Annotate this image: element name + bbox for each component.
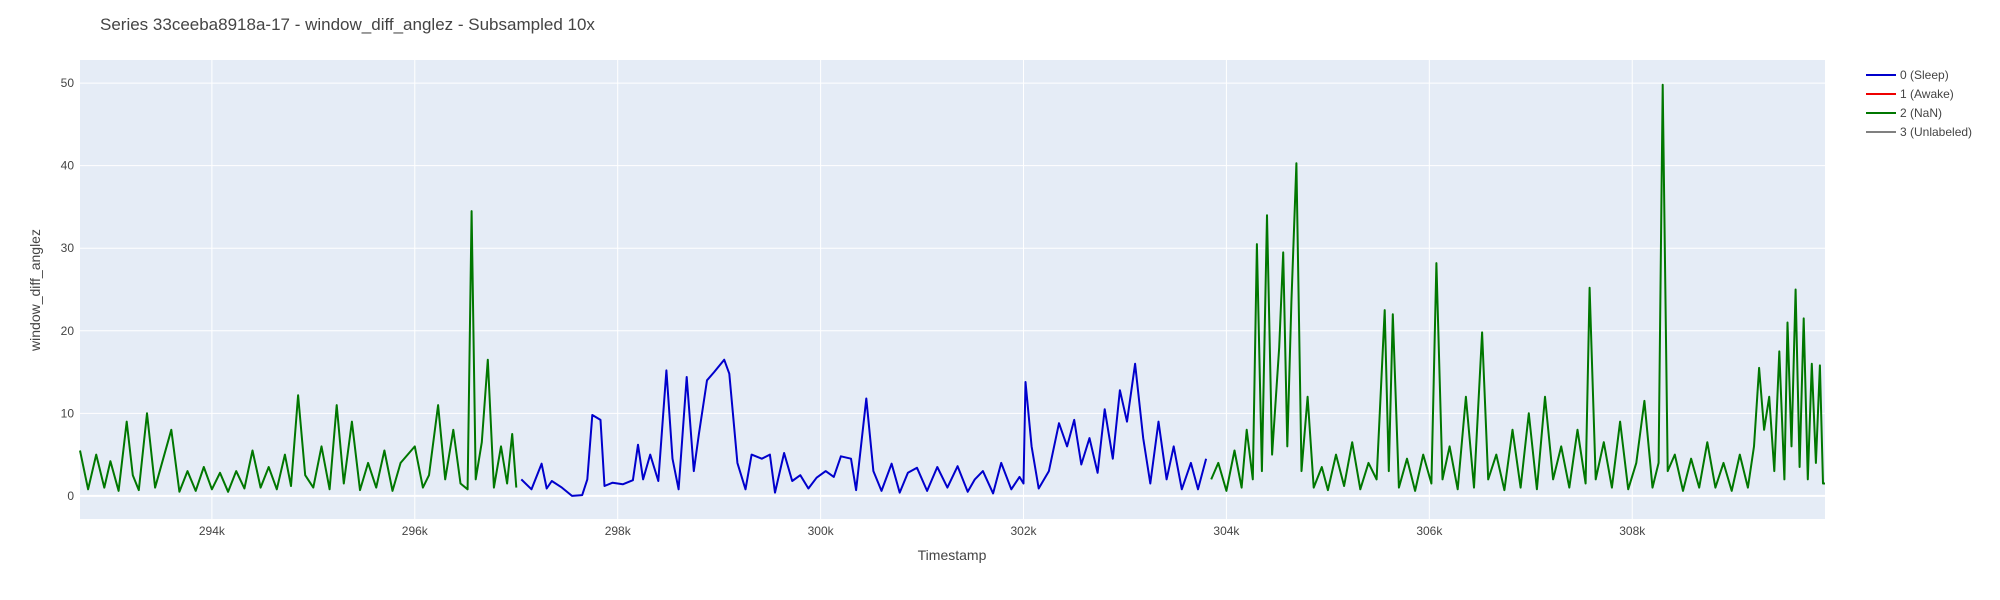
y-tick-label: 10 bbox=[61, 406, 75, 420]
y-tick-label: 40 bbox=[61, 159, 75, 173]
legend-label: 2 (NaN) bbox=[1900, 106, 1942, 120]
y-axis-title: window_diff_anglez bbox=[27, 229, 43, 352]
x-tick-label: 294k bbox=[199, 524, 226, 538]
x-axis-ticks: 294k 296k 298k 300k 302k 304k 306k 308k bbox=[199, 524, 1646, 538]
x-tick-label: 302k bbox=[1011, 524, 1038, 538]
y-tick-label: 50 bbox=[61, 76, 75, 90]
legend-label: 1 (Awake) bbox=[1900, 87, 1954, 101]
x-axis-title: Timestamp bbox=[918, 547, 987, 563]
y-tick-label: 30 bbox=[61, 241, 75, 255]
x-tick-label: 296k bbox=[402, 524, 429, 538]
series-line-2-nan bbox=[79, 210, 518, 493]
legend-label: 3 (Unlabeled) bbox=[1900, 125, 1972, 139]
y-tick-label: 20 bbox=[61, 324, 75, 338]
legend-item[interactable]: 1 (Awake) bbox=[1866, 87, 1954, 101]
series-line-0-sleep bbox=[520, 358, 1208, 497]
legend-label: 0 (Sleep) bbox=[1900, 68, 1949, 82]
series-line-2-nan-b bbox=[1210, 83, 1825, 492]
x-tick-label: 306k bbox=[1416, 524, 1443, 538]
y-tick-label: 0 bbox=[67, 489, 74, 503]
x-tick-label: 298k bbox=[605, 524, 632, 538]
grid bbox=[80, 60, 1825, 519]
x-tick-label: 304k bbox=[1213, 524, 1240, 538]
plot-area bbox=[80, 60, 1825, 519]
legend[interactable]: 0 (Sleep) 1 (Awake) 2 (NaN) 3 (Unlabeled) bbox=[1866, 68, 1972, 139]
legend-item[interactable]: 0 (Sleep) bbox=[1866, 68, 1949, 82]
series-layer bbox=[79, 83, 1825, 497]
legend-item[interactable]: 3 (Unlabeled) bbox=[1866, 125, 1972, 139]
y-axis-ticks: 0 10 20 30 40 50 bbox=[61, 76, 75, 503]
chart-title: Series 33ceeba8918a-17 - window_diff_ang… bbox=[100, 15, 595, 34]
x-tick-label: 308k bbox=[1619, 524, 1646, 538]
x-tick-label: 300k bbox=[808, 524, 835, 538]
legend-item[interactable]: 2 (NaN) bbox=[1866, 106, 1942, 120]
